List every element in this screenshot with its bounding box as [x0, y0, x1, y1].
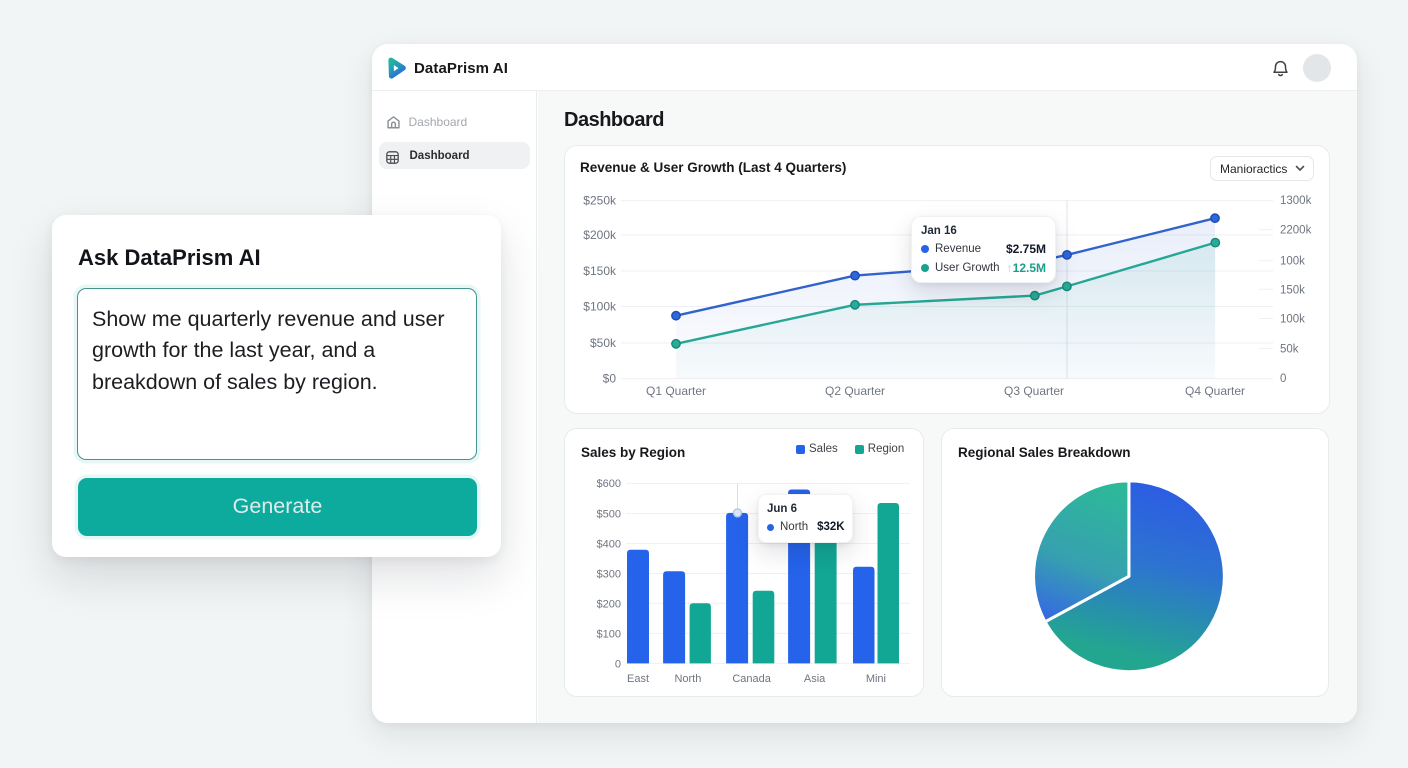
svg-text:0: 0 [1280, 373, 1286, 385]
svg-text:$0: $0 [603, 372, 617, 386]
svg-text:$100k: $100k [583, 300, 617, 314]
svg-text:$100: $100 [597, 628, 621, 640]
svg-text:Canada: Canada [732, 673, 771, 685]
svg-text:150k: 150k [1280, 284, 1305, 296]
svg-text:Mini: Mini [866, 673, 886, 685]
svg-text:$200k: $200k [583, 228, 617, 242]
svg-text:$600: $600 [597, 478, 621, 490]
svg-text:North: North [674, 673, 701, 685]
svg-text:100k: 100k [1280, 314, 1305, 326]
svg-text:2200k: 2200k [1280, 225, 1312, 237]
svg-text:$250k: $250k [583, 194, 617, 208]
svg-text:East: East [627, 673, 649, 685]
svg-text:0: 0 [615, 658, 621, 670]
svg-text:$400: $400 [597, 539, 621, 551]
svg-text:$300: $300 [597, 569, 621, 581]
svg-text:Q3 Quarter: Q3 Quarter [1004, 384, 1064, 398]
svg-text:$150k: $150k [583, 264, 617, 278]
svg-text:50k: 50k [1280, 344, 1299, 356]
svg-text:Q4 Quarter: Q4 Quarter [1185, 384, 1245, 398]
svg-text:1300k: 1300k [1280, 195, 1312, 207]
svg-text:$200: $200 [597, 598, 621, 610]
svg-text:Asia: Asia [804, 673, 826, 685]
svg-text:Q1 Quarter: Q1 Quarter [646, 384, 706, 398]
svg-text:$500: $500 [597, 509, 621, 521]
svg-text:Q2 Quarter: Q2 Quarter [825, 384, 885, 398]
svg-text:$50k: $50k [590, 336, 617, 350]
svg-text:100k: 100k [1280, 256, 1305, 268]
